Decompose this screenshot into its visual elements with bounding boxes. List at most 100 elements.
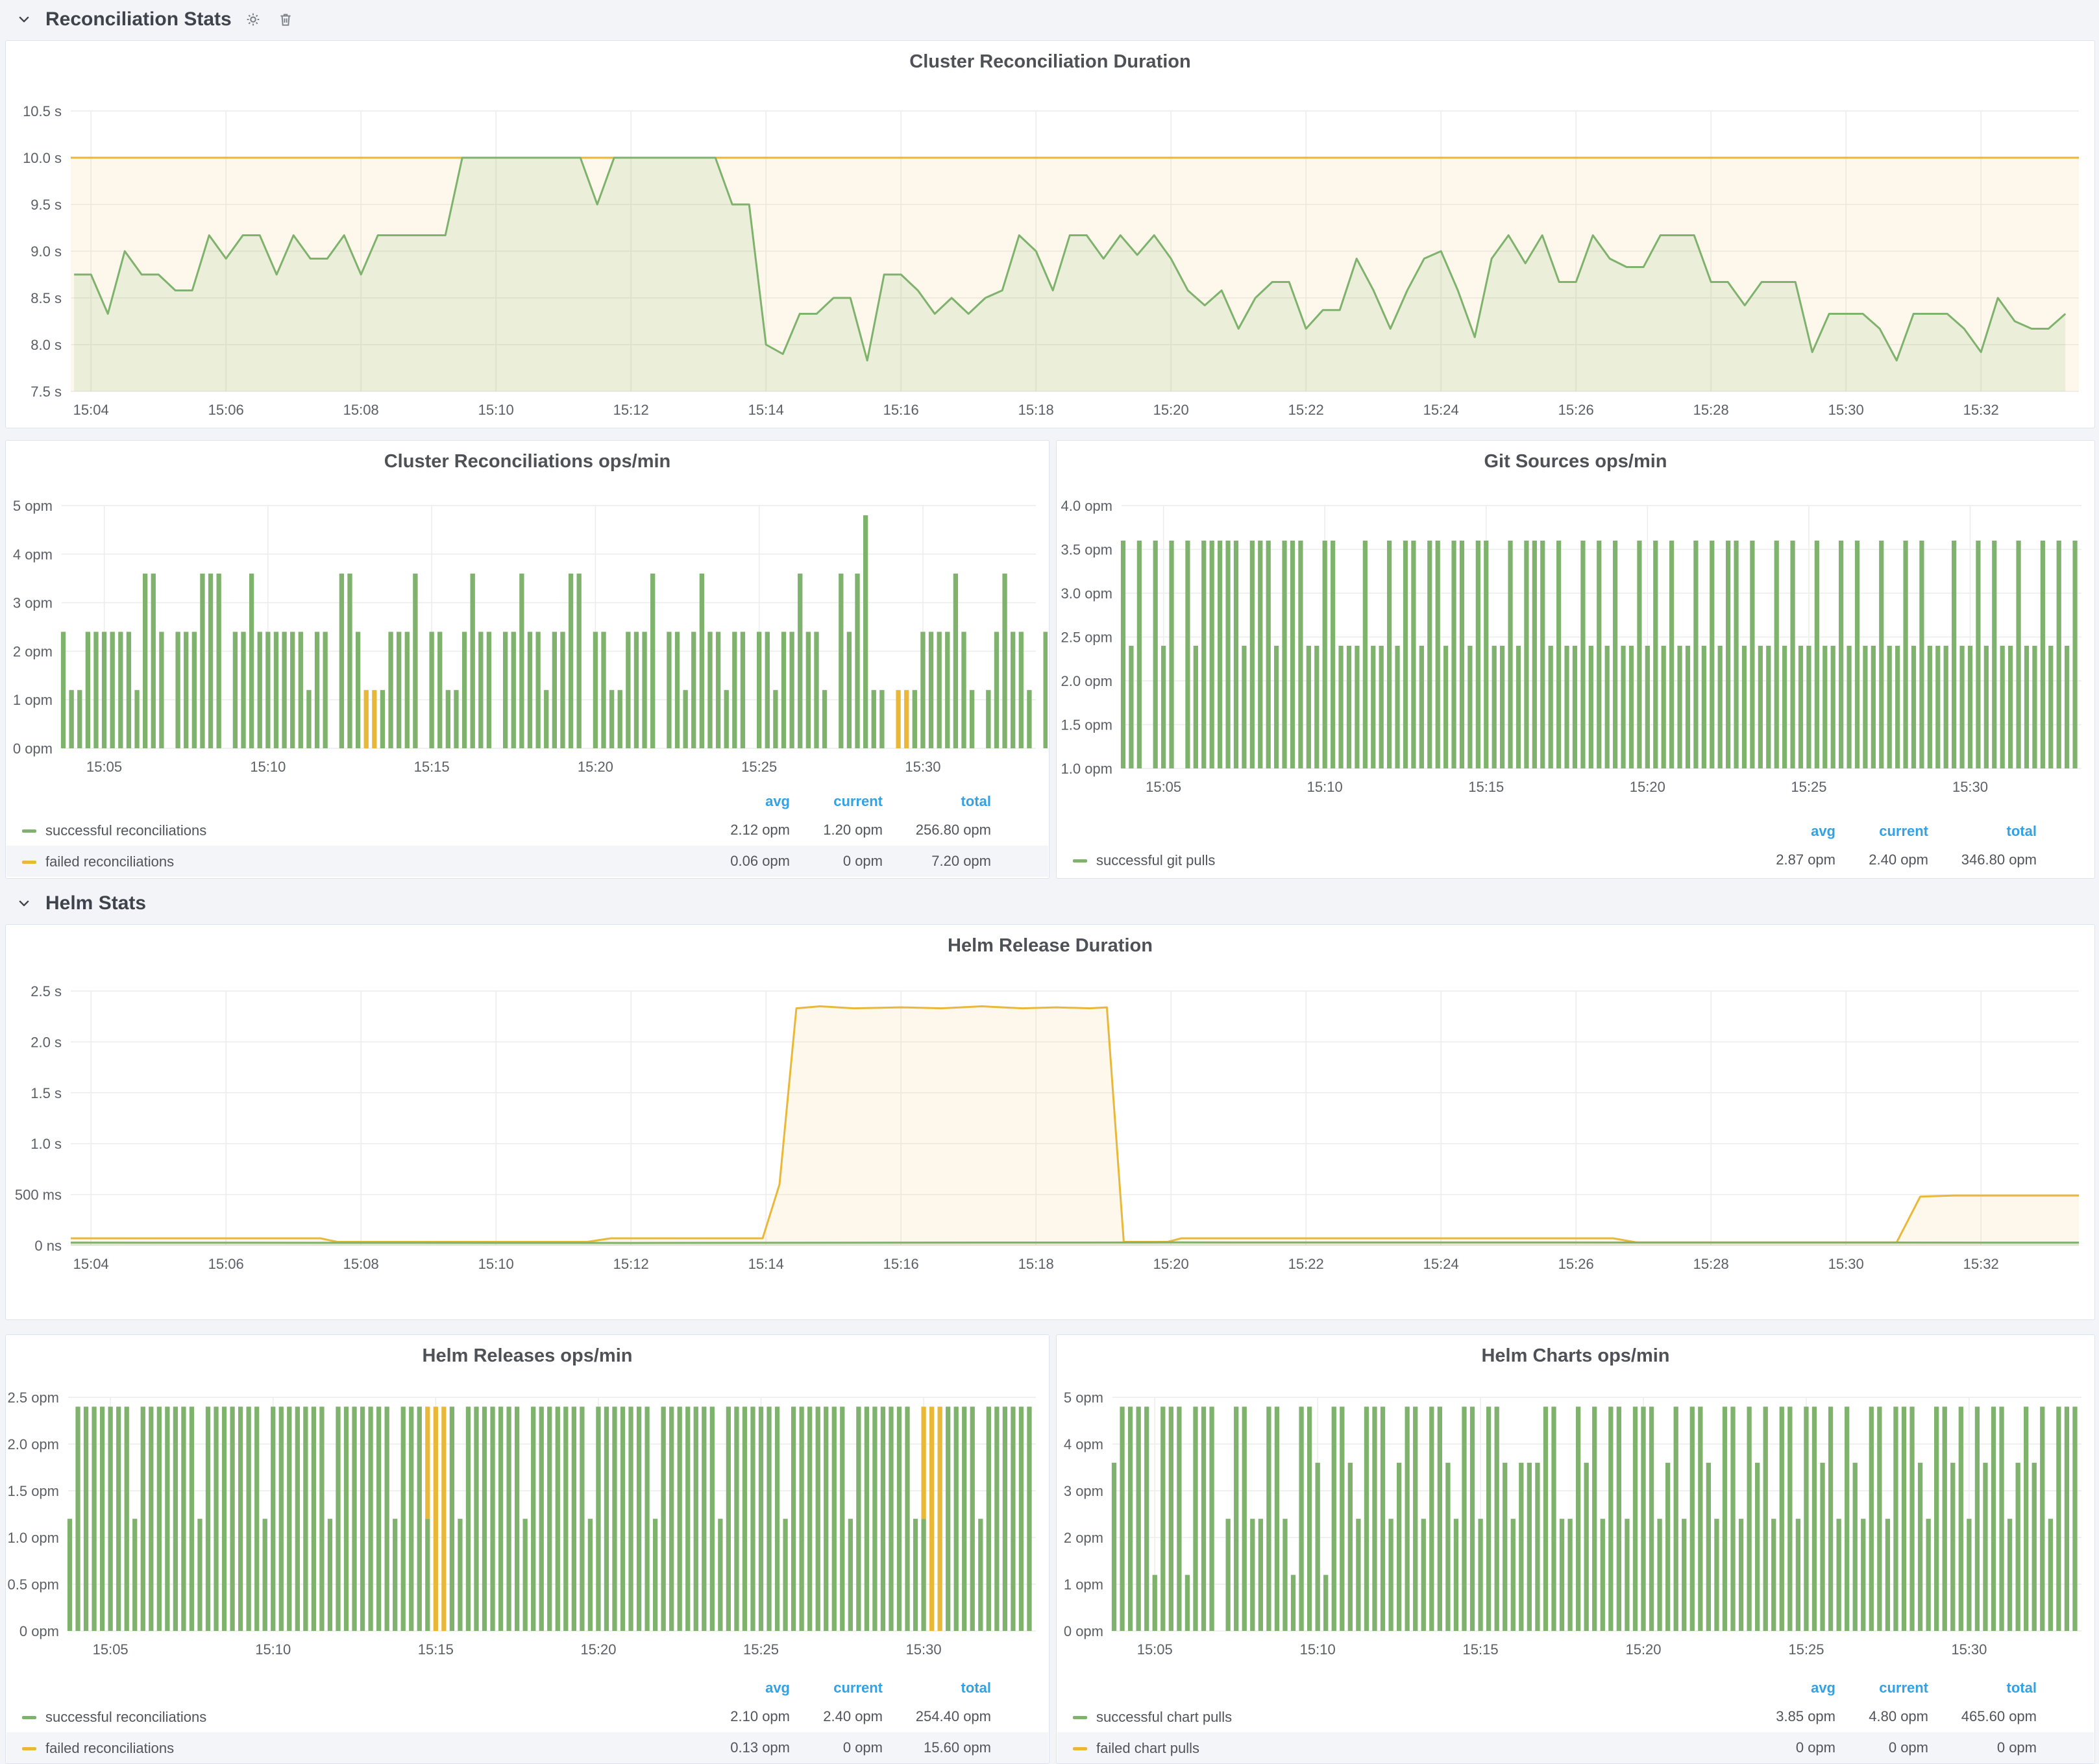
svg-text:15:14: 15:14	[748, 1256, 784, 1272]
legend-git-sources: avg current total successful git pulls 2.87 …	[1057, 818, 2094, 876]
legend-header-avg[interactable]: avg	[765, 793, 790, 809]
svg-text:15:14: 15:14	[748, 402, 784, 418]
legend-series-label[interactable]: successful git pulls	[1096, 852, 1216, 869]
svg-text:1.5 s: 1.5 s	[31, 1085, 62, 1101]
legend-value-current: 0 opm	[842, 1739, 883, 1756]
legend-row: failed chart pulls 0 opm 0 opm 0 opm	[1057, 1732, 2094, 1763]
panel-title[interactable]: Git Sources ops/min	[1484, 451, 1667, 472]
legend-header-current[interactable]: current	[1879, 1680, 1928, 1696]
series-bars-successful-reconciliations	[60, 515, 1048, 748]
chevron-down-icon[interactable]	[13, 892, 35, 914]
legend-row: successful reconciliations 2.10 opm 2.40 o…	[6, 1701, 1048, 1732]
series-line-green	[74, 156, 2067, 361]
panel-helm-charts-opm: Helm Charts ops/min 15:05 15:10 15:15 15:20…	[1056, 1334, 2095, 1764]
legend-header-avg[interactable]: avg	[765, 1680, 790, 1696]
legend-header-row: avg current total	[1057, 1675, 2094, 1701]
svg-text:4 opm: 4 opm	[1064, 1436, 1103, 1452]
svg-text:15:25: 15:25	[741, 759, 777, 775]
legend-header-row: avg current total	[6, 1675, 1048, 1701]
series-area-yellow	[71, 158, 2079, 391]
chevron-down-icon[interactable]	[13, 8, 35, 31]
panel-helm-releases-opm: Helm Releases ops/min 15:05 15:10 15:15 15:…	[5, 1334, 1050, 1764]
legend-row: failed reconciliations 0.13 opm 0 opm 15.60…	[6, 1732, 1048, 1763]
chart-helm-releases-opm[interactable]: 15:05 15:10 15:15 15:20 15:25 15:30 0 opm 0.5 o…	[6, 1335, 1048, 1762]
legend-header-current[interactable]: current	[833, 1680, 883, 1696]
legend-series-label[interactable]: successful reconciliations	[45, 1709, 207, 1726]
svg-text:1.0 opm: 1.0 opm	[8, 1530, 60, 1546]
legend-series-label[interactable]: successful chart pulls	[1096, 1709, 1233, 1726]
series-bars-successful-reconciliations	[67, 1406, 1032, 1631]
chart-helm-charts-opm[interactable]: 15:05 15:10 15:15 15:20 15:25 15:30 0 opm 1 opm…	[1057, 1335, 2093, 1762]
chart-cluster-reconciliations-opm[interactable]: 15:05 15:10 15:15 15:20 15:25 15:30 0 opm 1 opm…	[6, 441, 1048, 877]
svg-text:0 opm: 0 opm	[19, 1623, 59, 1639]
section-title[interactable]: Reconciliation Stats	[45, 8, 232, 30]
svg-text:15:32: 15:32	[1963, 1256, 1999, 1272]
svg-text:15:24: 15:24	[1423, 402, 1459, 418]
chart-helm-release-duration[interactable]: 15:04 15:06 15:08 15:10 15:12 15:14 15:16 15:18…	[6, 925, 2093, 1318]
legend-header-current[interactable]: current	[1879, 823, 1928, 839]
series	[1120, 541, 2078, 768]
legend-value-current: 1.20 opm	[823, 822, 883, 838]
svg-text:15:28: 15:28	[1693, 402, 1729, 418]
legend-value-total: 465.60 opm	[1961, 1708, 2037, 1724]
series-swatch-icon	[1073, 1746, 1087, 1750]
svg-text:15:32: 15:32	[1963, 402, 1999, 418]
legend-row: failed reconciliations 0.06 opm 0 opm 7.20 …	[6, 846, 1048, 877]
svg-text:1.0 opm: 1.0 opm	[1061, 761, 1113, 777]
legend-series-label[interactable]: failed reconciliations	[45, 853, 175, 870]
legend-value-avg: 2.10 opm	[730, 1708, 790, 1724]
legend-series-label[interactable]: successful reconciliations	[45, 822, 207, 839]
svg-text:15:10: 15:10	[250, 759, 286, 775]
panel-title[interactable]: Helm Charts ops/min	[1481, 1345, 1670, 1366]
panel-title[interactable]: Helm Release Duration	[948, 935, 1153, 956]
svg-text:5 opm: 5 opm	[1064, 1390, 1103, 1406]
gear-icon[interactable]	[242, 8, 264, 31]
svg-text:15:26: 15:26	[1558, 402, 1594, 418]
svg-text:9.5 s: 9.5 s	[31, 197, 62, 213]
svg-text:7.5 s: 7.5 s	[31, 384, 62, 400]
svg-text:15:04: 15:04	[73, 402, 109, 418]
legend-header-total[interactable]: total	[2006, 823, 2037, 839]
svg-text:15:15: 15:15	[1463, 1641, 1499, 1658]
series-area-green	[74, 158, 2066, 391]
legend-header-current[interactable]: current	[833, 793, 883, 809]
svg-text:3.5 opm: 3.5 opm	[1061, 542, 1113, 558]
legend-series-label[interactable]: failed reconciliations	[45, 1740, 175, 1757]
legend-header-avg[interactable]: avg	[1811, 1680, 1835, 1696]
legend-header-total[interactable]: total	[961, 1680, 991, 1696]
legend-header-avg[interactable]: avg	[1811, 823, 1835, 839]
series-area-yellow	[71, 1006, 2079, 1245]
series-swatch-icon	[1073, 859, 1087, 863]
panel-title[interactable]: Cluster Reconciliations ops/min	[384, 451, 671, 472]
panel-title[interactable]: Helm Releases ops/min	[422, 1345, 633, 1366]
svg-text:500 ms: 500 ms	[15, 1187, 62, 1203]
svg-text:3.0 opm: 3.0 opm	[1061, 585, 1113, 602]
legend-header-total[interactable]: total	[2006, 1680, 2037, 1696]
svg-text:15:06: 15:06	[208, 402, 244, 418]
section-title[interactable]: Helm Stats	[45, 892, 147, 914]
panel-cluster-reconciliations-opm: Cluster Reconciliations ops/min 15:05 15:…	[5, 440, 1050, 879]
svg-text:15:20: 15:20	[1625, 1641, 1661, 1658]
svg-text:2.5 opm: 2.5 opm	[1061, 630, 1113, 646]
legend-series-label[interactable]: failed chart pulls	[1096, 1740, 1199, 1757]
svg-text:15:30: 15:30	[1951, 1641, 1987, 1658]
legend-value-total: 0 opm	[1996, 1739, 2037, 1756]
svg-text:15:16: 15:16	[883, 402, 919, 418]
chart-cluster-reconciliation-duration[interactable]: 15:04 15:06 15:08 15:10 15:12 15:14 15:16 15:18…	[6, 41, 2093, 426]
svg-text:1.0 s: 1.0 s	[31, 1136, 62, 1152]
svg-text:0 opm: 0 opm	[1064, 1623, 1103, 1639]
svg-text:8.0 s: 8.0 s	[31, 337, 62, 353]
svg-text:15:08: 15:08	[343, 1256, 379, 1272]
legend-header-total[interactable]: total	[961, 793, 991, 809]
trash-icon[interactable]	[275, 8, 297, 31]
svg-text:4 opm: 4 opm	[13, 546, 53, 563]
svg-text:15:30: 15:30	[906, 1641, 942, 1658]
panel-title[interactable]: Cluster Reconciliation Duration	[909, 51, 1191, 72]
svg-text:15:28: 15:28	[1693, 1256, 1729, 1272]
svg-text:15:12: 15:12	[613, 1256, 649, 1272]
legend-header-row: avg current total	[1057, 818, 2094, 844]
series	[67, 1406, 1032, 1631]
legend-value-total: 256.80 opm	[915, 822, 991, 838]
svg-text:2.0 opm: 2.0 opm	[1061, 673, 1113, 689]
chart-git-sources-opm[interactable]: 15:05 15:10 15:15 15:20 15:25 15:30 1.0 opm 1.5…	[1057, 441, 2093, 877]
